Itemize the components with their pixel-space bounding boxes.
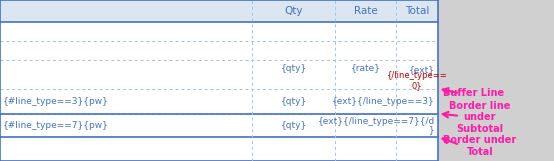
Text: {ext}{/line_type==3}: {ext}{/line_type==3} [332,97,435,105]
Text: Total: Total [405,6,429,16]
Text: {ext}{/line_type==7}{/d: {ext}{/line_type==7}{/d [317,117,435,126]
Text: {#line_type==7}{pw}: {#line_type==7}{pw} [3,121,109,130]
Text: {qty}: {qty} [280,97,307,105]
Text: {#line_type==3}{pw}: {#line_type==3}{pw} [3,97,109,105]
Bar [438,0,554,161]
Text: {qty}: {qty} [280,121,307,130]
Text: }: } [429,126,435,134]
Text: {qty}: {qty} [280,64,307,72]
Text: {/line_type==
0}: {/line_type== 0} [387,71,447,91]
Text: Buffer Line: Buffer Line [443,88,504,98]
Text: {rate}: {rate} [351,64,381,72]
Text: Border line
under
Subtotal
Border under
Total: Border line under Subtotal Border under … [443,101,516,157]
Text: {ext}: {ext} [409,65,435,74]
Bar [0,0,438,22]
Text: Qty: Qty [284,6,303,16]
Text: Rate: Rate [354,6,377,16]
